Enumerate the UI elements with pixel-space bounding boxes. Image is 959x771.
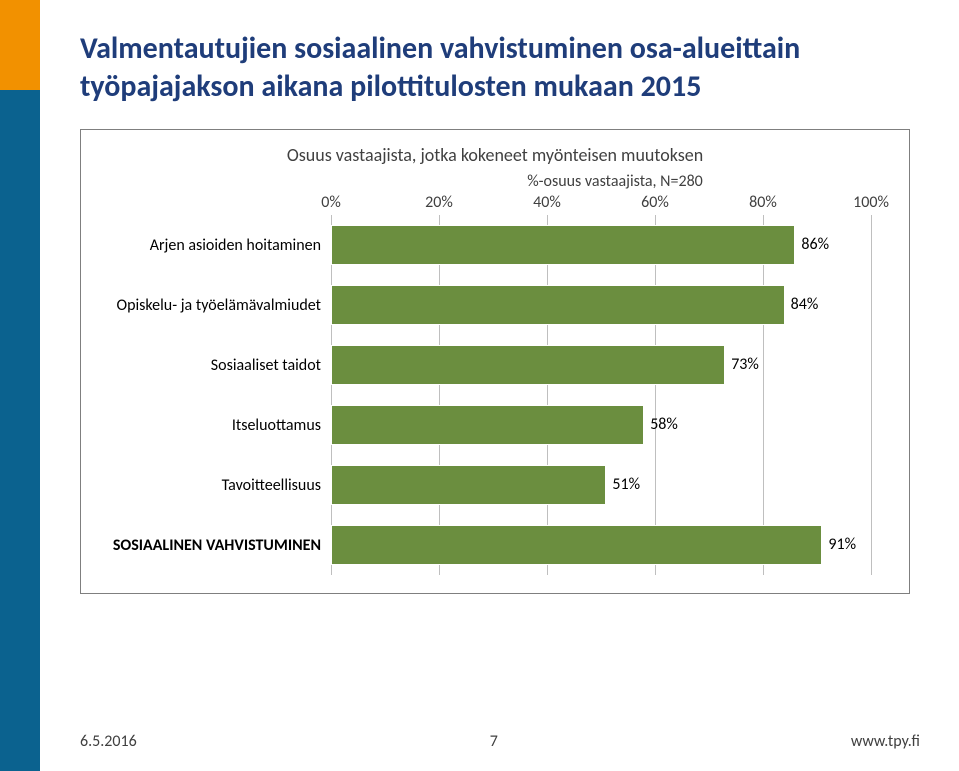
plot-area: 86% xyxy=(331,215,871,275)
gridline xyxy=(871,275,872,335)
gridline xyxy=(763,395,764,455)
footer: 6.5.2016 7 www.tpy.fi xyxy=(80,732,920,751)
footer-url: www.tpy.fi xyxy=(851,732,920,751)
axis-tick-label: 60% xyxy=(641,193,669,212)
plot-row: Tavoitteellisuus 51% xyxy=(91,455,899,515)
axis-tick-label: 100% xyxy=(853,193,889,212)
bar xyxy=(331,285,785,325)
bar xyxy=(331,465,606,505)
plot-area: 51% xyxy=(331,455,871,515)
plot-rows: Arjen asioiden hoitaminen 86% Opiskelu- ja… xyxy=(91,215,899,575)
gridline xyxy=(763,455,764,515)
axis-tick-label: 20% xyxy=(425,193,453,212)
stripe-top xyxy=(0,0,40,90)
bar-value-label: 51% xyxy=(606,465,640,505)
plot-row: Itseluottamus 58% xyxy=(91,395,899,455)
bar-value-label: 84% xyxy=(785,285,819,325)
title-line-2: työpajajakson aikana pilottitulosten muk… xyxy=(80,68,701,105)
axis-tick-label: 40% xyxy=(533,193,561,212)
gridline xyxy=(871,515,872,575)
category-label: Sosiaaliset taidot xyxy=(91,356,331,375)
bar-value-label: 86% xyxy=(795,225,829,265)
bar xyxy=(331,345,725,385)
plot-row: Opiskelu- ja työelämävalmiudet 84% xyxy=(91,275,899,335)
bar-value-label: 58% xyxy=(644,405,678,445)
category-label: Opiskelu- ja työelämävalmiudet xyxy=(91,296,331,315)
bar xyxy=(331,525,822,565)
plot-row: Arjen asioiden hoitaminen 86% xyxy=(91,215,899,275)
axis-labels: 0%20%40%60%80%100% xyxy=(331,193,871,215)
footer-page: 7 xyxy=(490,732,498,751)
category-label: Tavoitteellisuus xyxy=(91,476,331,495)
category-label: Itseluottamus xyxy=(91,416,331,435)
gridline xyxy=(763,335,764,395)
plot-row: SOSIAALINEN VAHVISTUMINEN 91% xyxy=(91,515,899,575)
slide-content: Valmentautujien sosiaalinen vahvistumine… xyxy=(80,30,920,594)
plot-area: 58% xyxy=(331,395,871,455)
chart-title: Osuus vastaajista, jotka kokeneet myönte… xyxy=(91,144,899,166)
side-stripe xyxy=(0,0,40,771)
slide-title: Valmentautujien sosiaalinen vahvistumine… xyxy=(80,30,920,105)
footer-date: 6.5.2016 xyxy=(80,732,137,751)
chart-container: Osuus vastaajista, jotka kokeneet myönte… xyxy=(80,129,910,594)
plot-area: 84% xyxy=(331,275,871,335)
stripe-bottom xyxy=(0,90,40,771)
bar-value-label: 91% xyxy=(822,525,856,565)
bar-value-label: 73% xyxy=(725,345,759,385)
category-label: SOSIAALINEN VAHVISTUMINEN xyxy=(91,536,331,555)
gridline xyxy=(655,455,656,515)
plot-area: 91% xyxy=(331,515,871,575)
gridline xyxy=(871,335,872,395)
axis-row: 0% 20% 40% 60% 80% 100% xyxy=(91,193,899,215)
axis-title: %-osuus vastaajista, N=280 xyxy=(331,172,899,191)
gridline xyxy=(871,215,872,275)
axis-tick-label: 0% xyxy=(321,193,341,212)
plot-area: 73% xyxy=(331,335,871,395)
gridline xyxy=(871,395,872,455)
plot-row: Sosiaaliset taidot 73% xyxy=(91,335,899,395)
category-label: Arjen asioiden hoitaminen xyxy=(91,236,331,255)
gridline xyxy=(871,455,872,515)
bar xyxy=(331,405,644,445)
bar xyxy=(331,225,795,265)
title-line-1: Valmentautujien sosiaalinen vahvistumine… xyxy=(80,30,800,67)
axis-tick-label: 80% xyxy=(749,193,777,212)
